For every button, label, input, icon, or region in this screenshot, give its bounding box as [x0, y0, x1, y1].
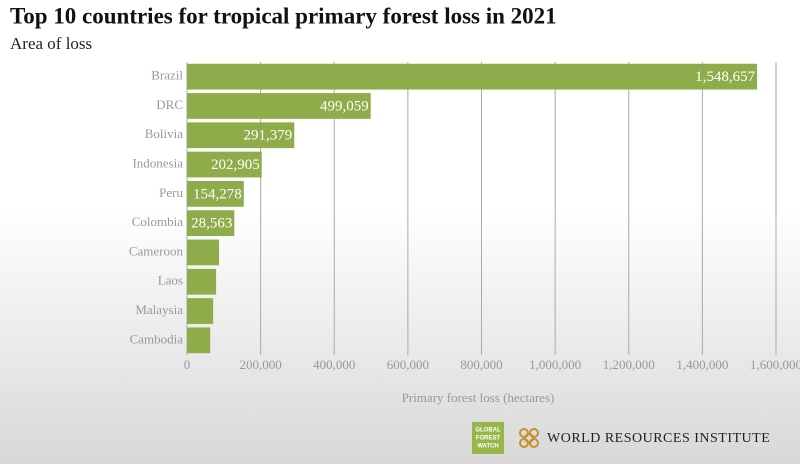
- x-tick-label: 1,000,000: [529, 357, 581, 372]
- value-label: 291,379: [244, 128, 293, 144]
- y-tick-label: Indonesia: [132, 156, 183, 171]
- bar: [187, 151, 262, 178]
- value-label: 154,278: [193, 186, 242, 202]
- gfw-box: [472, 422, 504, 454]
- x-tick-label: 1,200,000: [603, 357, 655, 372]
- y-tick-label: Brazil: [151, 68, 183, 83]
- bar: [187, 93, 371, 119]
- x-tick-label: 600,000: [387, 357, 429, 372]
- y-tick-label: Peru: [159, 185, 183, 200]
- bar: [187, 122, 295, 149]
- chart-title: Top 10 countries for tropical primary fo…: [10, 3, 557, 28]
- x-axis-label: Primary forest loss (hectares): [402, 390, 555, 405]
- chart-subtitle: Area of loss: [10, 34, 92, 53]
- bar: [187, 327, 211, 354]
- x-tick-label: 800,000: [460, 357, 502, 372]
- value-label: 499,059: [320, 98, 369, 114]
- x-tick-label: 400,000: [313, 357, 355, 372]
- y-tick-label: Cameroon: [129, 243, 184, 258]
- x-tick-label: 1,400,000: [676, 357, 728, 372]
- x-tick-label: 0: [184, 357, 191, 372]
- wri-logo: WORLD RESOURCES INSTITUTE: [519, 428, 770, 448]
- value-label: 28,563: [191, 216, 232, 232]
- y-tick-label: Colombia: [132, 214, 184, 229]
- bar: [187, 180, 244, 207]
- y-tick-label: DRC: [156, 97, 183, 112]
- bar: [187, 239, 220, 266]
- x-tick-label: 1,600,000: [750, 357, 800, 372]
- gfw-text: WATCH: [477, 444, 499, 450]
- value-label: 1,548,657: [695, 69, 756, 85]
- y-tick-label: Cambodia: [130, 331, 184, 346]
- bar: [187, 268, 217, 295]
- bar: [187, 63, 758, 90]
- x-tick-label: 200,000: [240, 357, 282, 372]
- y-tick-label: Laos: [158, 273, 183, 288]
- value-label: 202,905: [211, 157, 260, 173]
- y-tick-label: Bolivia: [145, 126, 184, 141]
- wri-icon: [519, 428, 539, 448]
- gfw-logo: GLOBAL FOREST WATCH: [472, 422, 504, 454]
- wri-text: WORLD RESOURCES INSTITUTE: [547, 431, 770, 446]
- bar: [187, 298, 214, 324]
- bar: [187, 210, 235, 237]
- gfw-text: GLOBAL: [475, 428, 501, 434]
- y-tick-label: Malaysia: [135, 302, 183, 317]
- gfw-text: FOREST: [476, 436, 501, 442]
